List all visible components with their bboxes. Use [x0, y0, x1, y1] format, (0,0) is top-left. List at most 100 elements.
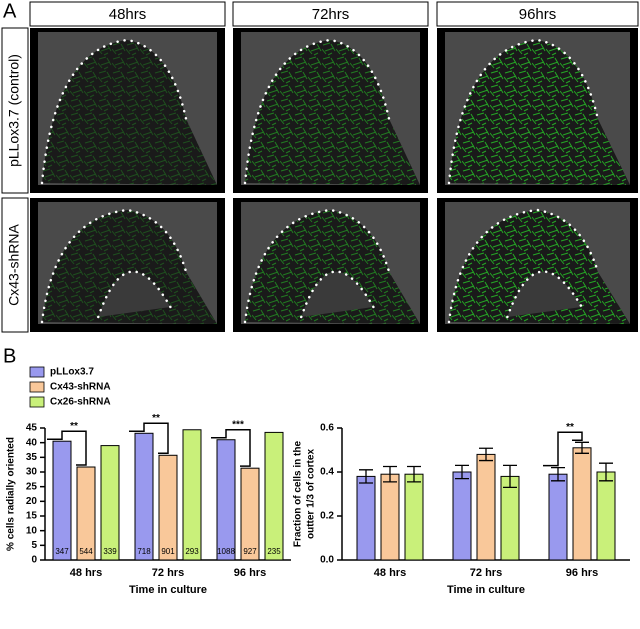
error-bar	[383, 465, 397, 483]
bar	[240, 467, 260, 561]
bar	[52, 440, 72, 561]
bar	[404, 473, 424, 561]
count-label: 927	[243, 547, 257, 556]
legend-swatch	[29, 396, 45, 408]
x-tick-label: 72 hrs	[152, 567, 184, 579]
row-header: Cx43-shRNA	[6, 224, 22, 306]
ventricle-outline	[506, 270, 583, 319]
count-label: 1088	[217, 547, 235, 556]
y-axis-title: % cells radially oriented	[6, 437, 17, 551]
bar	[500, 475, 520, 561]
legend-label: pLLox3.7	[50, 367, 94, 378]
count-label: 293	[185, 547, 199, 556]
y-tick-label: 40	[26, 437, 38, 448]
significance-bracket	[129, 422, 169, 455]
legend-swatch	[29, 381, 45, 393]
error-bar	[503, 464, 517, 489]
y-tick-label: 30	[26, 467, 38, 478]
bar	[216, 439, 236, 561]
legend-label: Cx26-shRNA	[50, 397, 111, 408]
error-bar	[359, 469, 373, 484]
column-header: 96hrs	[519, 6, 557, 23]
y-tick-label: 0.0	[320, 555, 334, 566]
count-label: 347	[55, 547, 69, 556]
y-tick-label: 0.4	[320, 467, 334, 478]
bar	[572, 447, 592, 561]
y-tick-label: 5	[31, 540, 37, 551]
fibers	[245, 210, 420, 324]
bar	[76, 466, 96, 561]
fibers	[449, 210, 630, 324]
column-header-box	[436, 1, 639, 27]
legend-swatch	[29, 366, 45, 378]
bar	[264, 431, 284, 561]
bar	[158, 454, 178, 561]
cortex-outline	[447, 38, 600, 185]
x-tick-label: 72 hrs	[470, 567, 502, 579]
column-header: 72hrs	[312, 6, 350, 23]
y-axis-title: Fraction of cells in the	[293, 441, 304, 548]
fibers	[42, 210, 217, 324]
cortex-outline	[447, 208, 600, 324]
y-tick-label: 0.2	[320, 511, 334, 522]
bar	[452, 471, 472, 561]
error-bar	[575, 441, 589, 454]
row-header-box	[1, 27, 29, 194]
error-bar	[407, 465, 421, 483]
cortex-outline	[243, 38, 391, 185]
count-label: 718	[137, 547, 151, 556]
column-header-box	[232, 1, 429, 27]
legend-label: Cx43-shRNA	[50, 382, 111, 393]
fibers	[449, 40, 630, 185]
column-header-box	[29, 1, 226, 27]
panel-label: A	[3, 0, 17, 22]
significance-label: **	[152, 413, 160, 424]
count-label: 235	[267, 547, 281, 556]
y-tick-label: 15	[26, 511, 38, 522]
y-tick-label: 0	[31, 555, 37, 566]
error-bar	[479, 447, 493, 462]
significance-bracket	[211, 428, 251, 467]
count-label: 339	[103, 547, 117, 556]
error-bar	[551, 466, 565, 482]
error-bar	[599, 462, 613, 482]
cortex-outline	[40, 38, 188, 185]
x-tick-label: 48 hrs	[374, 567, 406, 579]
significance-label: **	[566, 422, 574, 433]
bar	[356, 475, 376, 561]
y-tick-label: 25	[26, 481, 38, 492]
y-tick-label: 20	[26, 496, 38, 507]
y-axis-title: outter 1/3 of cortex	[306, 449, 317, 539]
panel-label: B	[3, 345, 16, 367]
column-header: 48hrs	[109, 6, 147, 23]
ventricle-outline	[97, 270, 172, 319]
row-header: pLLox3.7 (control)	[6, 54, 22, 167]
bar	[134, 432, 154, 561]
bar	[596, 471, 616, 561]
significance-bracket	[47, 430, 87, 466]
significance-label: **	[70, 421, 78, 432]
bar	[182, 429, 202, 561]
bar	[100, 445, 120, 561]
x-axis-title: Time in culture	[447, 584, 525, 596]
bar	[548, 473, 568, 561]
fibers	[245, 40, 420, 185]
cortex-outline	[243, 208, 391, 324]
y-tick-label: 45	[26, 423, 38, 434]
x-tick-label: 96 hrs	[234, 567, 266, 579]
significance-label: ***	[232, 419, 244, 430]
x-tick-label: 96 hrs	[566, 567, 598, 579]
x-axis-title: Time in culture	[129, 584, 207, 596]
x-tick-label: 48 hrs	[70, 567, 102, 579]
cortex-outline	[40, 208, 188, 324]
bar	[476, 453, 496, 561]
row-header-box	[1, 197, 29, 333]
error-bar	[455, 464, 469, 480]
y-tick-label: 35	[26, 452, 38, 463]
bar	[380, 473, 400, 561]
y-tick-label: 10	[26, 525, 38, 536]
ventricle-outline	[300, 270, 375, 319]
count-label: 901	[161, 547, 175, 556]
count-label: 544	[79, 547, 93, 556]
